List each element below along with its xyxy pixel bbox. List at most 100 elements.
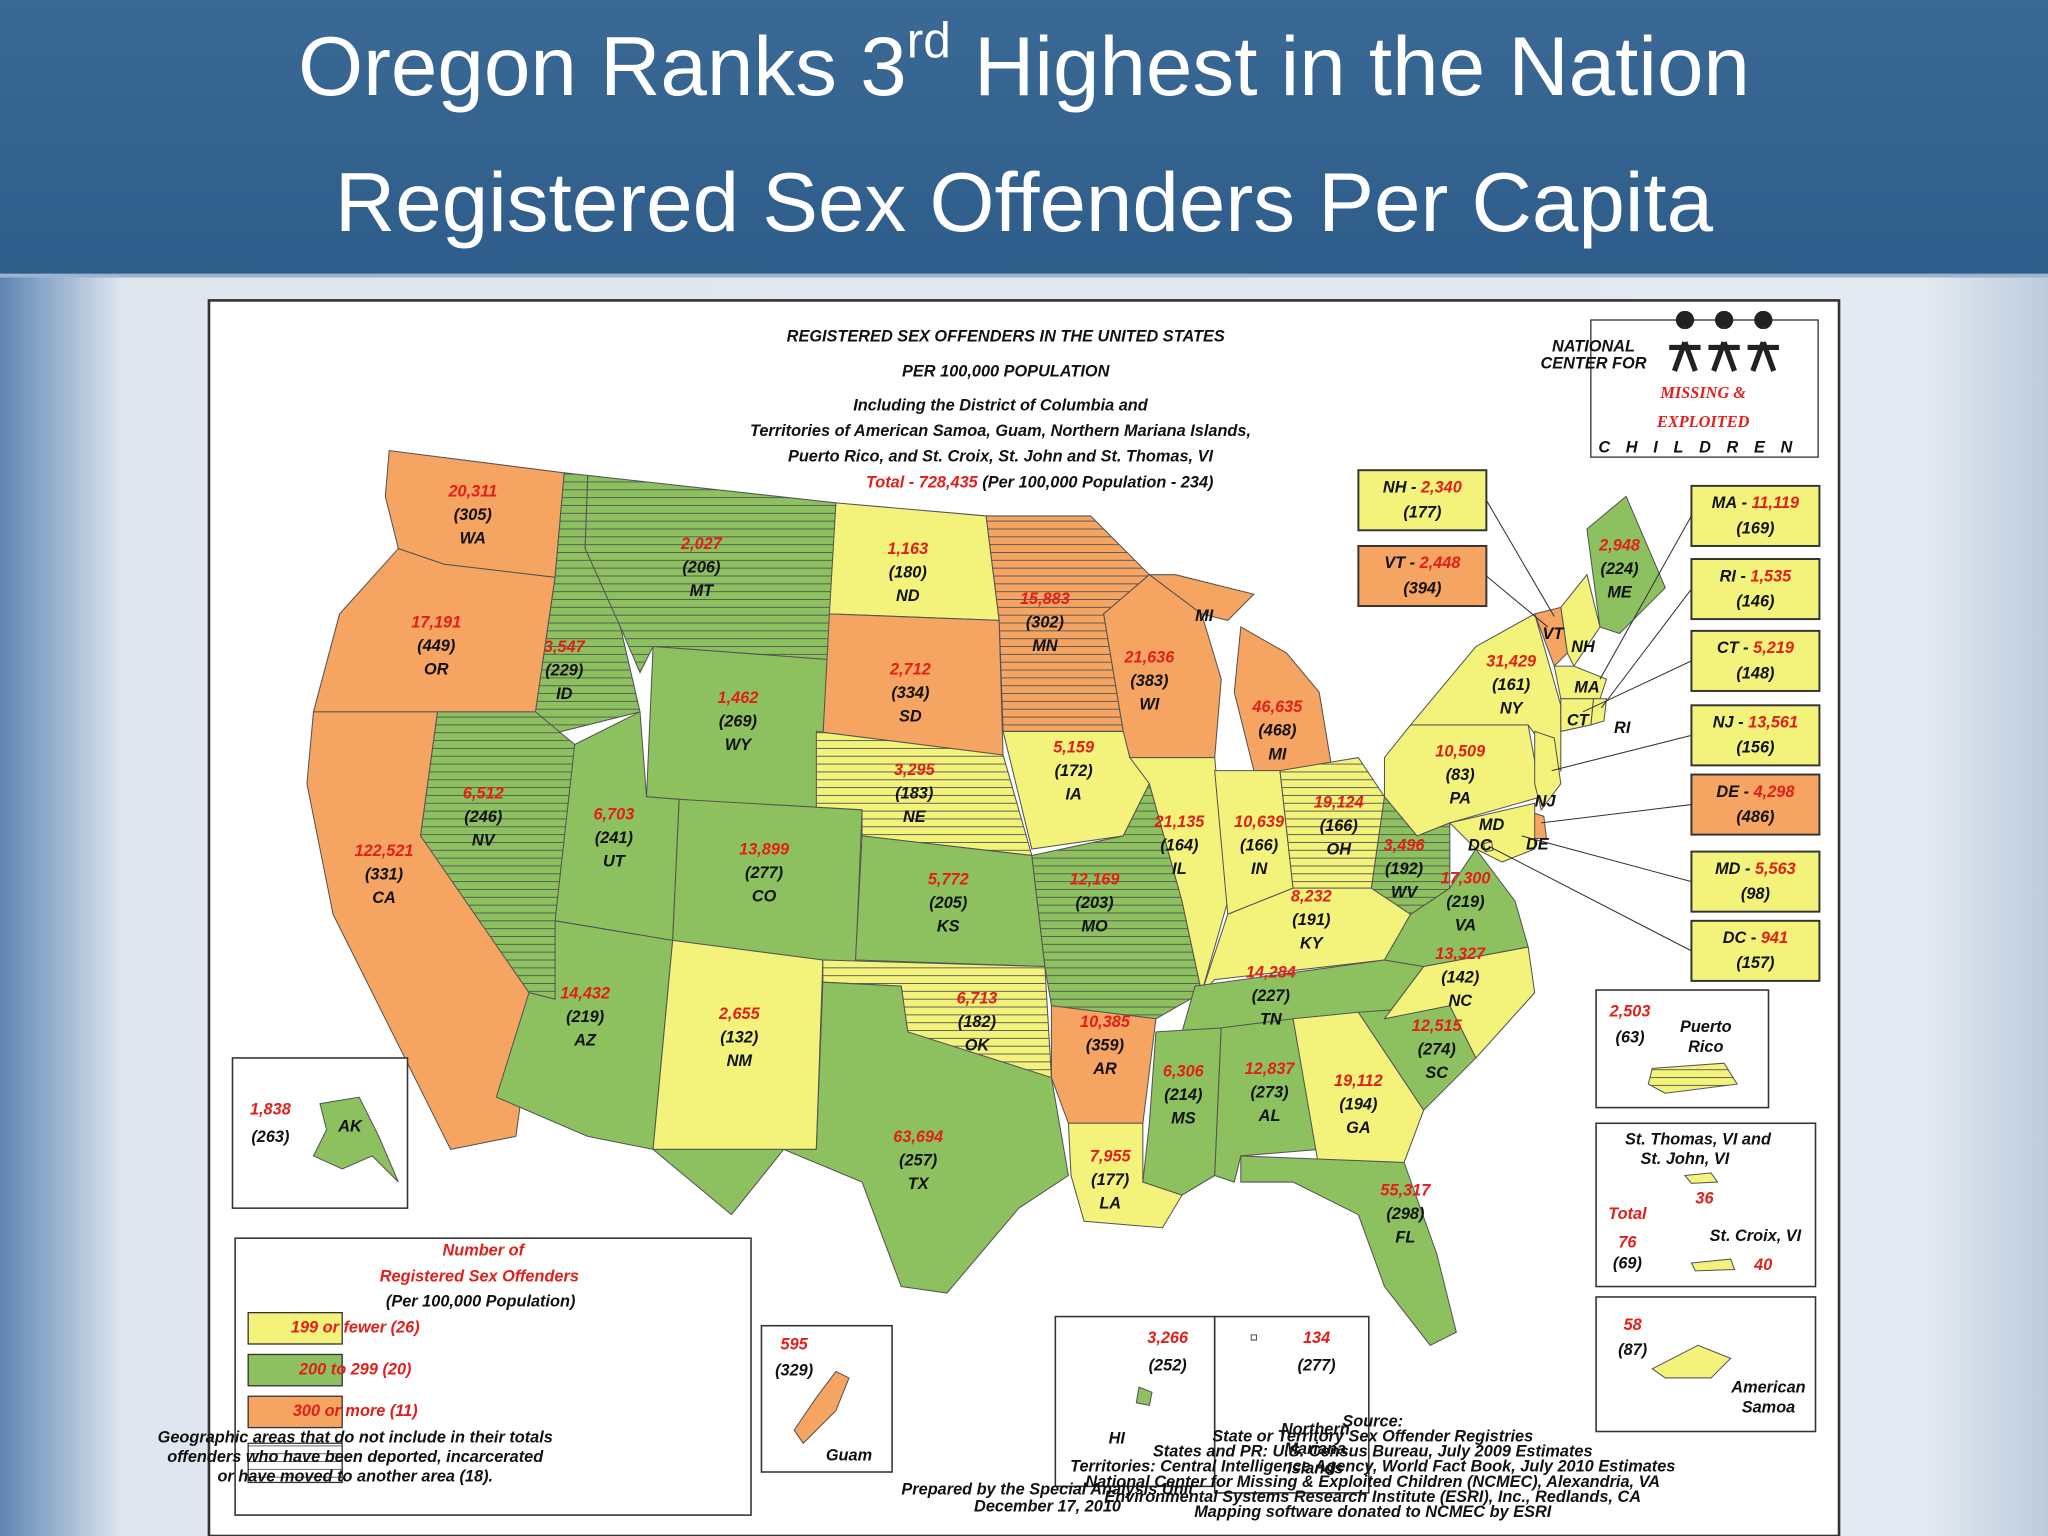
state-abbr: IA — [1065, 786, 1081, 804]
callout-count: 5,219 — [1753, 639, 1794, 657]
territory — [1135, 1386, 1153, 1407]
state-abbr: DC — [1468, 837, 1492, 855]
territory-name: Islands — [1287, 1460, 1343, 1478]
state-rate: (257) — [899, 1151, 937, 1169]
callout-label: MA - 11,119 — [1712, 494, 1799, 512]
logo-text: MISSING & — [1659, 383, 1746, 402]
state-abbr: MS — [1171, 1110, 1196, 1128]
state — [1483, 840, 1494, 853]
callout-sep: - — [1739, 639, 1754, 657]
state-count: 10,509 — [1435, 743, 1485, 761]
state-abbr: MI — [1268, 745, 1287, 763]
state-rate: (206) — [682, 558, 720, 576]
header-line2: Registered Sex Offenders Per Capita — [335, 155, 1714, 249]
state-abbr: DE — [1526, 835, 1550, 853]
legend-swatch — [247, 1395, 343, 1429]
state-rate: (241) — [595, 829, 633, 847]
callout-sep: - — [1736, 568, 1751, 586]
territory-rate: (329) — [775, 1362, 813, 1380]
header-band — [0, 0, 2048, 275]
state-count: 6,512 — [463, 784, 504, 802]
callout-abbr: MA — [1712, 494, 1737, 512]
state-rate: (177) — [1091, 1171, 1129, 1189]
source: Source: — [1342, 1413, 1403, 1431]
vi-rate: (69) — [1613, 1255, 1642, 1273]
territory-name: American — [1730, 1379, 1805, 1397]
state-rate: (383) — [1130, 672, 1168, 690]
territory — [793, 1370, 850, 1445]
state-abbr: SD — [899, 707, 922, 725]
callout-sep: - — [1734, 714, 1749, 732]
inset-box — [1054, 1315, 1216, 1488]
territory — [1651, 1344, 1732, 1379]
callout-rate: (394) — [1403, 579, 1441, 597]
state-rate: (180) — [889, 564, 927, 582]
state-abbr: IL — [1172, 860, 1187, 878]
state-count: 19,124 — [1314, 794, 1364, 812]
logo-figure — [1669, 310, 1701, 372]
legend-label: 300 or more (11) — [293, 1402, 418, 1420]
state-abbr: OK — [965, 1037, 991, 1055]
state-hatch — [1031, 783, 1202, 1019]
callout-box — [1690, 704, 1821, 767]
state-rate: (269) — [719, 713, 757, 731]
logo-text: NATIONAL — [1552, 338, 1635, 356]
state-rate: (191) — [1292, 911, 1330, 929]
state-rate: (298) — [1386, 1205, 1424, 1223]
state-count: 46,635 — [1251, 698, 1303, 716]
state-abbr: RI — [1614, 719, 1631, 737]
state-count: 122,521 — [355, 842, 414, 860]
state-count: 1,163 — [887, 540, 928, 558]
callout-count: 5,563 — [1755, 860, 1796, 878]
state-rate: (277) — [745, 864, 783, 882]
state-hatch — [822, 960, 1052, 1078]
state-hatch — [585, 475, 836, 673]
state-abbr: AR — [1092, 1060, 1117, 1078]
callout-sep: - — [1405, 555, 1420, 573]
territory-name: Samoa — [1742, 1398, 1796, 1416]
territory-name: Rico — [1688, 1038, 1723, 1056]
state-rate: (302) — [1026, 613, 1064, 631]
callout-label: RI - 1,535 — [1720, 568, 1793, 586]
callout-count: 2,448 — [1419, 555, 1462, 573]
state-count: 3,496 — [1384, 837, 1426, 855]
state — [1240, 1155, 1457, 1346]
legend-title: Registered Sex Offenders — [380, 1268, 579, 1286]
state — [1534, 730, 1562, 811]
callout-box — [1690, 558, 1821, 621]
map-subtitle: Including the District of Columbia and — [853, 397, 1149, 415]
callout-sep: - — [1406, 479, 1421, 497]
state-abbr: NM — [727, 1052, 753, 1070]
state-abbr: NJ — [1535, 792, 1557, 810]
map-subtitle: Puerto Rico, and St. Croix, St. John and… — [788, 447, 1214, 465]
territory-hatch — [1648, 1063, 1738, 1094]
vi-island — [1683, 1172, 1719, 1184]
source: Territories: Central Intelligence Agency… — [1070, 1458, 1675, 1476]
territory-count: 3,266 — [1147, 1329, 1189, 1347]
state-rate: (227) — [1252, 987, 1290, 1005]
legend-label: 199 or fewer (26) — [291, 1319, 420, 1337]
state-abbr: VA — [1455, 916, 1476, 934]
legend-swatch — [247, 1312, 343, 1345]
state-abbr: MT — [690, 582, 716, 600]
state-hatch — [509, 472, 640, 745]
state-rate: (164) — [1160, 837, 1198, 855]
state-count: 7,955 — [1090, 1148, 1132, 1166]
territory-rate: (63) — [1616, 1029, 1645, 1047]
state-abbr: WV — [1391, 884, 1419, 902]
state-rate: (331) — [365, 865, 403, 883]
state-abbr: OH — [1327, 841, 1353, 859]
state-abbr: FL — [1395, 1229, 1415, 1247]
territory-rate: (277) — [1298, 1357, 1336, 1375]
legend-swatch — [247, 1353, 343, 1387]
state-count: 6,703 — [593, 805, 634, 823]
prepared: December 17, 2010 — [974, 1498, 1121, 1516]
state-hatch — [986, 515, 1150, 732]
state-count: 13,327 — [1435, 945, 1486, 963]
inset-box — [231, 1057, 409, 1209]
inset-box — [1213, 1315, 1370, 1494]
state-rate: (214) — [1164, 1086, 1202, 1104]
callout-count: 2,340 — [1420, 479, 1462, 497]
state-rate: (246) — [464, 808, 502, 826]
